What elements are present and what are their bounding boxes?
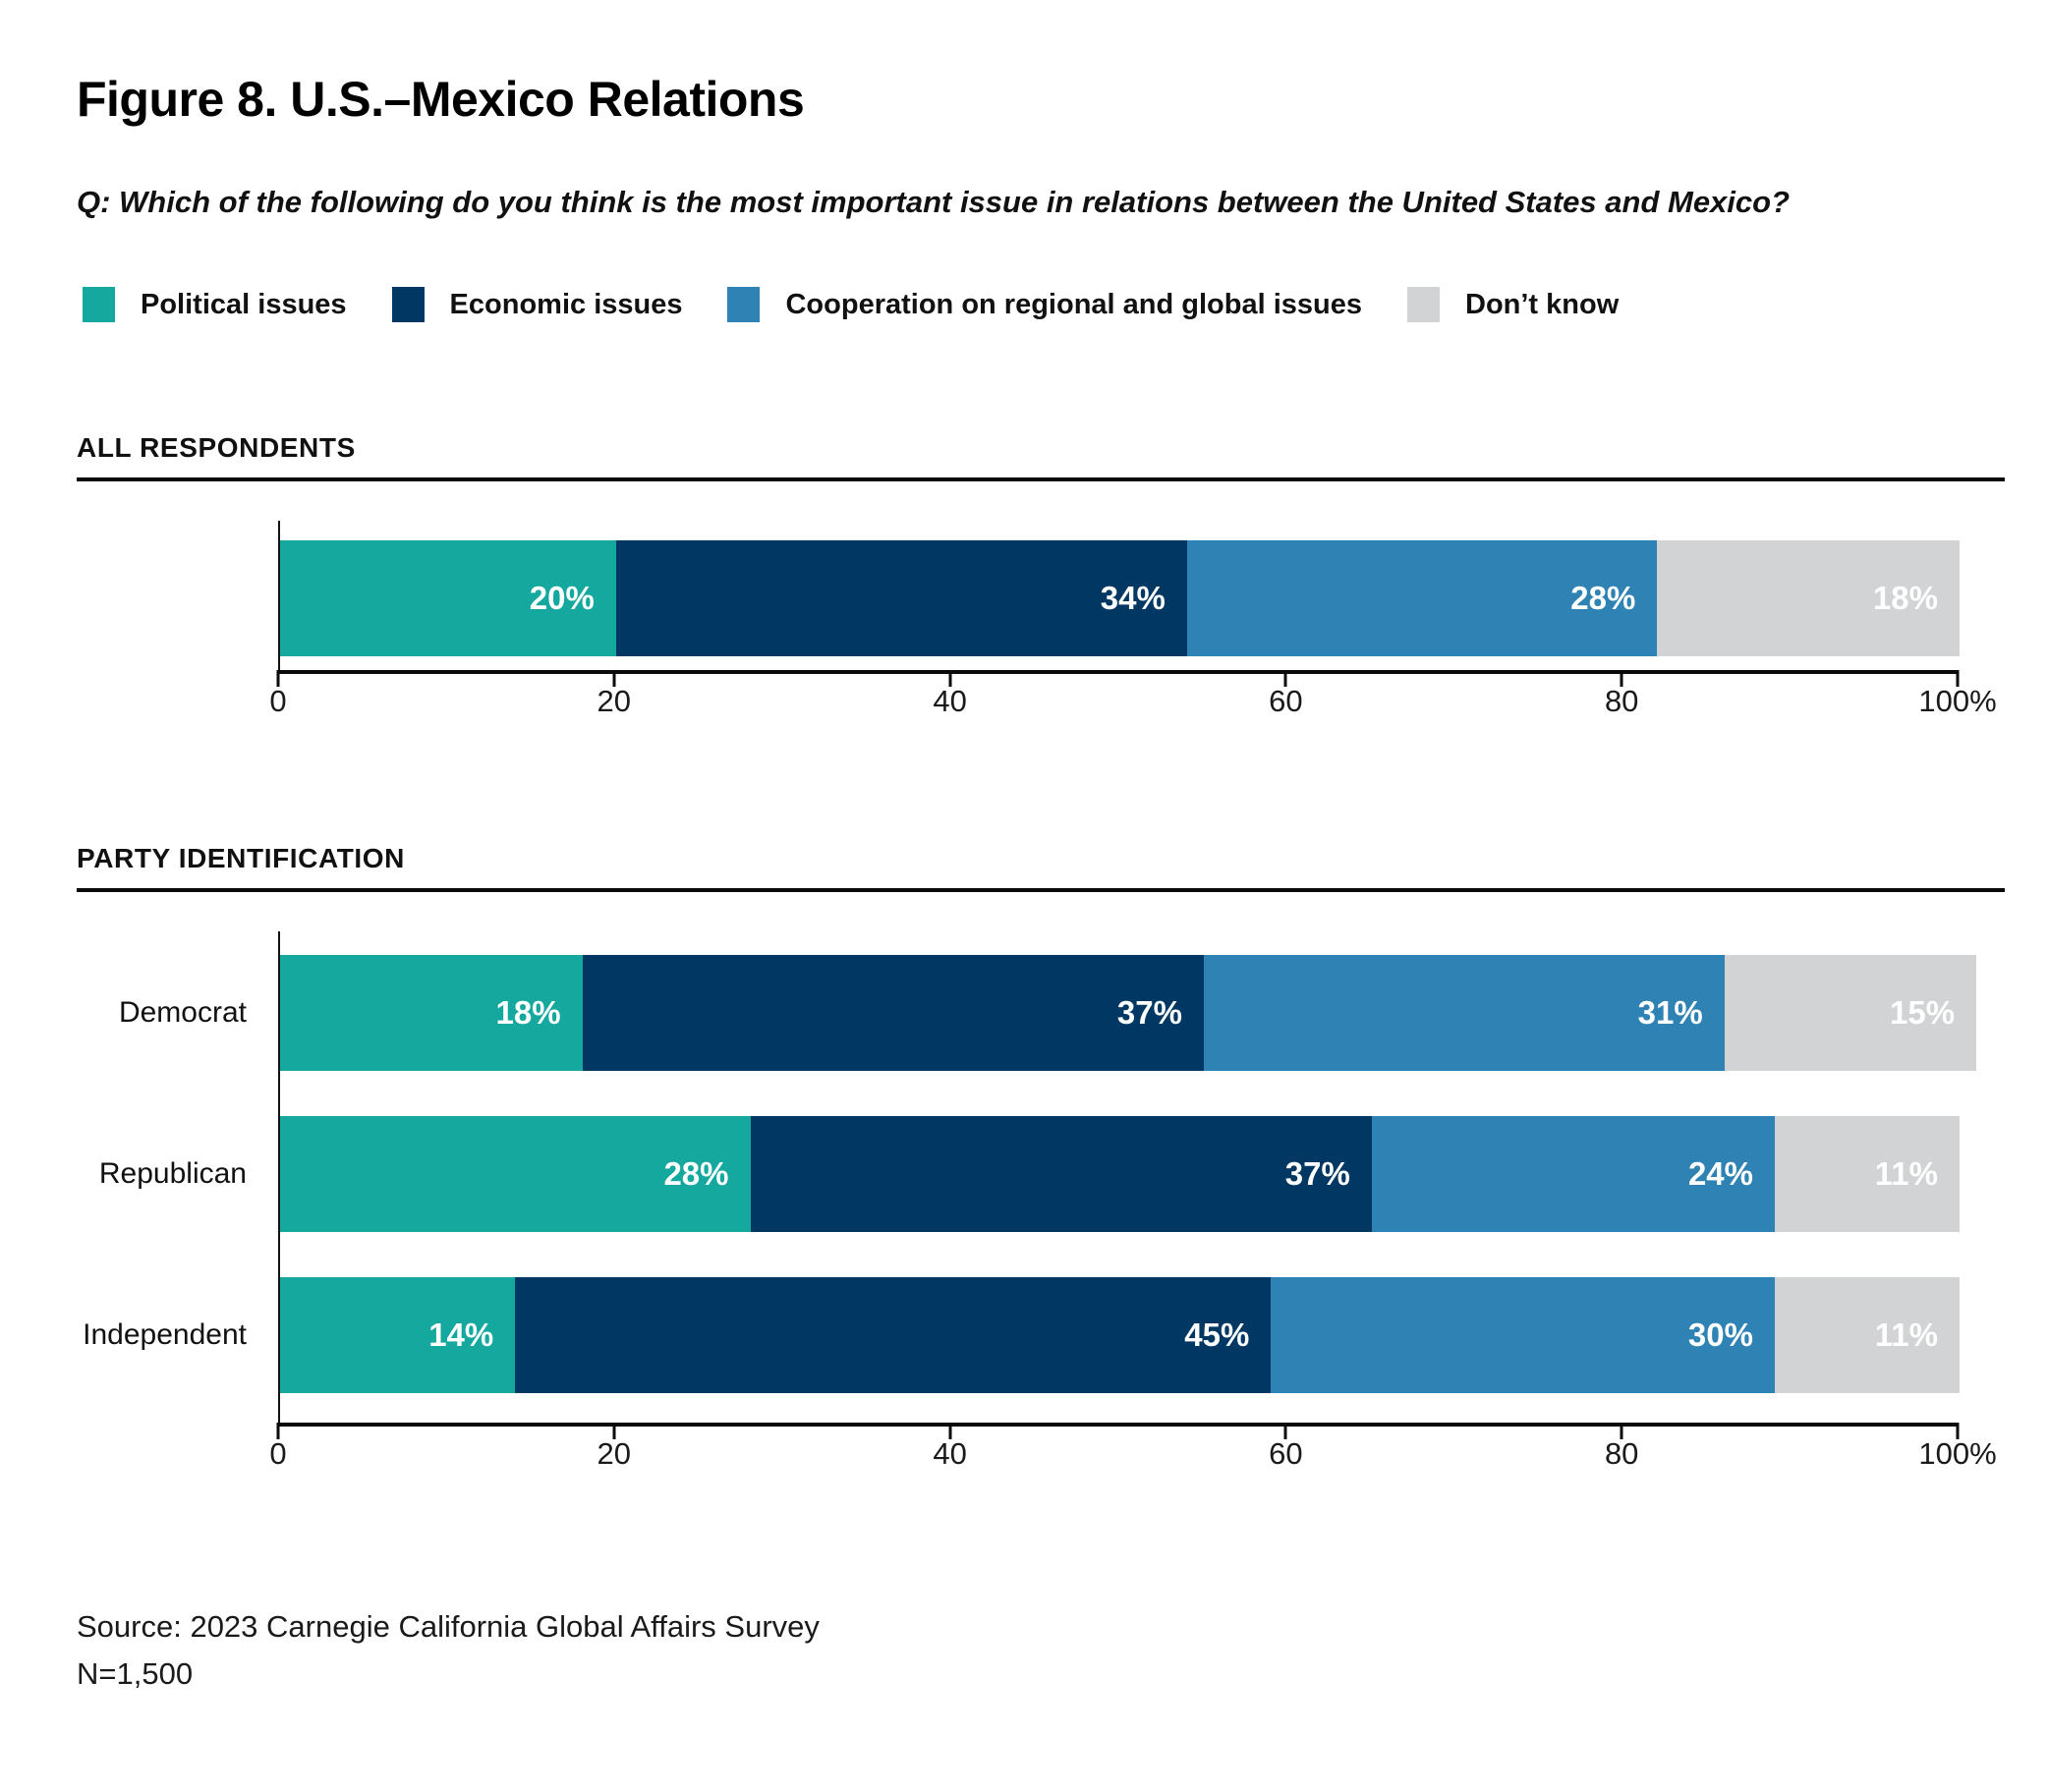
segment-value-label: 37%	[1116, 994, 1182, 1031]
bar-segment: 37%	[582, 955, 1204, 1071]
axis-tick-label: 60	[1269, 684, 1303, 718]
bar-row: Republican 28% 37% 24% 11%	[99, 1116, 1960, 1232]
bar-row: Democrat 18% 37% 31% 15%	[119, 955, 1977, 1071]
segment-value-label: 30%	[1687, 1316, 1753, 1353]
axis-tick-label: 0	[269, 684, 287, 718]
legend-swatch-2	[391, 287, 425, 322]
axis-tick	[1956, 1423, 1960, 1439]
segment-value-label: 34%	[1100, 580, 1166, 616]
segment-value-label: 28%	[663, 1155, 729, 1192]
bar-segment: 18%	[1657, 540, 1960, 656]
legend-item-label: Political issues	[141, 288, 347, 320]
stacked-bar: 28% 37% 24% 11%	[280, 1116, 1960, 1232]
stacked-bar: 14% 45% 30% 11%	[280, 1277, 1960, 1393]
bar-segment: 18%	[280, 955, 583, 1071]
legend-swatch-4	[1407, 287, 1440, 322]
legend-item: Cooperation on regional and global issue…	[727, 287, 1362, 322]
bar-segment: 28%	[1186, 540, 1658, 656]
bar-segment: 31%	[1203, 955, 1725, 1071]
legend-item-label: Don’t know	[1465, 288, 1620, 320]
bar-segment: 30%	[1271, 1277, 1775, 1393]
bar-segment: 28%	[280, 1116, 751, 1232]
axis-tick	[1620, 670, 1623, 687]
axis-tick	[948, 1423, 952, 1439]
section-heading-all-respondents: ALL RESPONDENTS	[77, 432, 2005, 481]
bar-row: Independent 14% 45% 30% 11%	[83, 1277, 1960, 1393]
bar-segment: 45%	[515, 1277, 1272, 1393]
segment-value-label: 45%	[1184, 1316, 1250, 1353]
legend-item: Economic issues	[391, 287, 683, 322]
segment-value-label: 20%	[529, 580, 595, 616]
plot-area: Democrat 18% 37% 31% 15% Republican 28% 37% 24% 1…	[83, 931, 1977, 1423]
axis-tick	[276, 670, 280, 687]
axis-tick	[612, 670, 616, 687]
bar-segment: 14%	[280, 1277, 516, 1393]
party-identification-chart: Democrat 18% 37% 31% 15% Republican 28% 37% 24% 1…	[77, 931, 2005, 1478]
axis-tick-label: 80	[1604, 684, 1639, 718]
stacked-bar: 20% 34% 28% 18%	[280, 540, 1960, 656]
axis-tick-label: 100%	[1918, 1436, 1997, 1471]
legend-item-label: Cooperation on regional and global issue…	[785, 288, 1362, 320]
axis-tick-label: 20	[597, 684, 632, 718]
x-axis-labels: 0 20 40 60 80 100%	[269, 1436, 1996, 1478]
segment-value-label: 14%	[428, 1316, 494, 1353]
axis-tick-label: 20	[597, 1436, 632, 1471]
segment-value-label: 28%	[1570, 580, 1636, 616]
bar-segment: 34%	[615, 540, 1187, 656]
axis-tick-label: 80	[1604, 1436, 1639, 1471]
all-respondents-chart: 20% 34% 28% 18% 0 20 40 60 80 100%	[77, 521, 2005, 725]
bar-segment: 15%	[1724, 955, 1977, 1071]
axis-tick-label: 60	[1269, 1436, 1303, 1471]
segment-value-label: 31%	[1637, 994, 1703, 1031]
legend-item: Political issues	[83, 287, 347, 322]
category-label: Democrat	[118, 996, 247, 1029]
category-label: Republican	[98, 1157, 247, 1190]
legend-swatch-3	[727, 287, 761, 322]
survey-question: Q: Which of the following do you think i…	[77, 185, 1791, 219]
bar-segment: 20%	[280, 540, 616, 656]
figure-title: Figure 8. U.S.–Mexico Relations	[77, 72, 805, 127]
axis-tick	[276, 1423, 280, 1439]
segment-value-label: 18%	[495, 994, 561, 1031]
legend-item: Don’t know	[1407, 287, 1619, 322]
legend-item-label: Economic issues	[449, 288, 683, 320]
axis-tick-label: 0	[269, 1436, 287, 1471]
bar-segment: 11%	[1774, 1277, 1960, 1393]
axis-tick-label: 40	[933, 1436, 967, 1471]
segment-value-label: 37%	[1284, 1155, 1350, 1192]
segment-value-label: 15%	[1890, 994, 1956, 1031]
source-block: Source: 2023 Carnegie California Global …	[77, 1603, 2005, 1698]
axis-tick-label: 100%	[1918, 684, 1997, 718]
segment-value-label: 18%	[1872, 580, 1938, 616]
x-axis-labels: 0 20 40 60 80 100%	[269, 684, 1996, 725]
stacked-bar: 18% 37% 31% 15%	[280, 955, 1977, 1071]
x-axis	[276, 1423, 1960, 1439]
bar-row: 20% 34% 28% 18%	[280, 540, 1960, 656]
axis-tick	[1283, 670, 1287, 687]
segment-value-label: 24%	[1687, 1155, 1753, 1192]
x-axis	[276, 670, 1960, 687]
axis-tick-label: 40	[933, 684, 967, 718]
section-party-identification: PARTY IDENTIFICATION Democrat 18% 37% 31% 15…	[77, 843, 2005, 1478]
axis-tick	[948, 670, 952, 687]
source-text: Source: 2023 Carnegie California Global …	[77, 1609, 820, 1644]
plot-area: 20% 34% 28% 18%	[278, 521, 1960, 670]
axis-tick	[1283, 1423, 1287, 1439]
legend: Political issues Economic issues Cooperati…	[83, 287, 2005, 322]
axis-tick	[1620, 1423, 1623, 1439]
section-spacer	[77, 725, 2005, 843]
section-all-respondents: ALL RESPONDENTS 20% 34% 28% 18% 0 20 40 60 80 100…	[77, 432, 2005, 725]
bar-segment: 24%	[1371, 1116, 1775, 1232]
bar-segment: 11%	[1775, 1116, 1960, 1232]
bar-segment: 37%	[750, 1116, 1372, 1232]
legend-swatch-1	[83, 287, 115, 322]
segment-value-label: 11%	[1874, 1155, 1938, 1192]
category-label: Independent	[83, 1318, 247, 1351]
segment-value-label: 11%	[1874, 1316, 1938, 1353]
section-heading-party-identification: PARTY IDENTIFICATION	[77, 843, 2005, 892]
sample-size-text: N=1,500	[77, 1656, 194, 1692]
axis-tick	[612, 1423, 616, 1439]
axis-tick	[1956, 670, 1960, 687]
